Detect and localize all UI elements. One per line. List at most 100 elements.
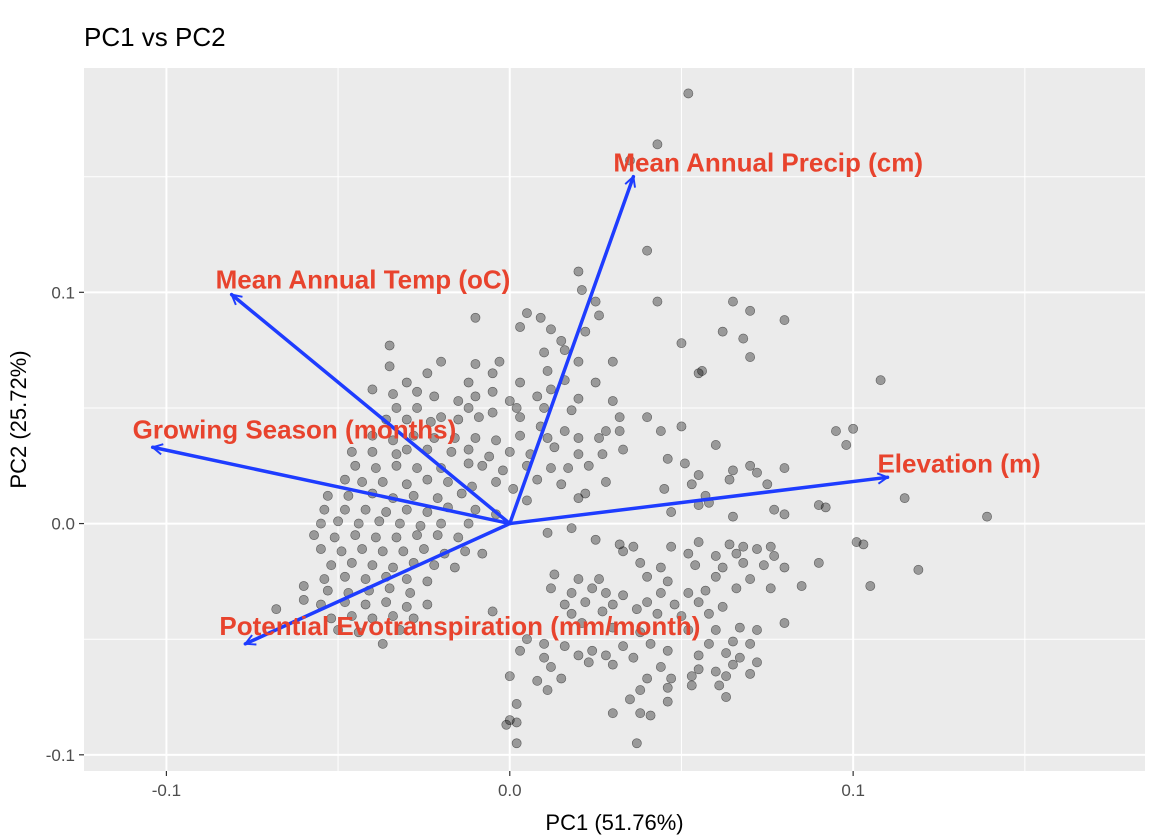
data-point bbox=[432, 493, 443, 504]
data-point bbox=[594, 310, 604, 321]
data-point bbox=[625, 155, 635, 166]
data-point bbox=[607, 356, 618, 367]
data-point bbox=[710, 666, 721, 677]
loading-arrow bbox=[508, 177, 634, 526]
data-point bbox=[511, 738, 522, 749]
data-point bbox=[542, 366, 553, 376]
data-point bbox=[384, 340, 395, 351]
data-point bbox=[460, 546, 471, 557]
data-point bbox=[367, 430, 378, 441]
data-point bbox=[377, 477, 388, 487]
data-point bbox=[666, 673, 677, 684]
data-point bbox=[487, 407, 498, 418]
data-point bbox=[412, 530, 422, 541]
y-tick-label: 0.1 bbox=[51, 283, 75, 302]
data-point bbox=[618, 590, 628, 601]
data-point bbox=[752, 625, 762, 635]
data-point bbox=[484, 451, 495, 462]
data-point bbox=[401, 414, 412, 425]
data-point bbox=[546, 324, 556, 335]
data-point bbox=[655, 588, 666, 598]
data-point bbox=[463, 518, 474, 529]
data-point bbox=[693, 650, 704, 661]
data-point bbox=[463, 458, 474, 469]
data-point bbox=[501, 719, 512, 730]
data-point bbox=[333, 516, 343, 527]
data-point bbox=[391, 449, 402, 460]
data-point bbox=[436, 412, 447, 423]
data-point bbox=[693, 470, 704, 480]
data-point bbox=[659, 483, 670, 494]
data-point bbox=[580, 597, 591, 608]
data-point bbox=[367, 560, 378, 571]
data-point bbox=[982, 511, 992, 522]
data-point bbox=[559, 345, 570, 356]
data-point bbox=[563, 463, 574, 473]
data-point bbox=[594, 574, 604, 584]
data-point bbox=[477, 548, 488, 559]
data-point bbox=[398, 546, 409, 557]
loading-label: Growing Season (months) bbox=[133, 414, 457, 444]
data-point bbox=[714, 680, 725, 691]
data-point bbox=[662, 682, 673, 693]
data-point bbox=[601, 650, 611, 661]
data-point bbox=[456, 488, 467, 499]
data-point bbox=[463, 403, 474, 413]
data-point bbox=[535, 312, 546, 323]
data-point bbox=[721, 692, 731, 702]
data-point bbox=[453, 396, 464, 406]
data-point bbox=[357, 477, 368, 487]
data-point bbox=[745, 352, 756, 362]
data-point bbox=[662, 453, 673, 464]
data-point bbox=[601, 426, 611, 436]
data-point bbox=[666, 541, 677, 552]
data-point bbox=[522, 634, 532, 645]
data-point bbox=[504, 446, 515, 457]
data-point bbox=[601, 588, 611, 598]
data-point bbox=[700, 585, 711, 596]
data-point bbox=[635, 685, 646, 695]
data-point bbox=[508, 483, 519, 494]
data-point bbox=[779, 315, 790, 325]
data-point bbox=[590, 296, 601, 307]
data-point bbox=[515, 377, 525, 388]
data-point bbox=[683, 588, 694, 598]
data-point bbox=[412, 386, 422, 397]
data-point bbox=[601, 477, 611, 487]
data-point bbox=[360, 574, 371, 584]
data-point bbox=[401, 444, 412, 455]
data-point bbox=[642, 412, 653, 423]
data-point bbox=[401, 574, 412, 584]
data-point bbox=[367, 613, 378, 624]
data-point bbox=[752, 657, 762, 668]
data-point bbox=[494, 356, 505, 367]
data-point bbox=[367, 384, 378, 395]
data-point bbox=[573, 650, 584, 661]
data-point bbox=[412, 403, 422, 413]
data-point bbox=[769, 504, 780, 515]
data-point bbox=[487, 606, 498, 617]
data-point bbox=[779, 618, 790, 628]
plot-panel bbox=[84, 68, 1145, 771]
data-point bbox=[652, 296, 663, 307]
data-point bbox=[738, 333, 749, 344]
data-point bbox=[704, 638, 714, 649]
data-point bbox=[340, 504, 350, 515]
data-point bbox=[607, 396, 618, 406]
data-point bbox=[309, 530, 319, 541]
data-point bbox=[686, 479, 697, 490]
loading-label: Elevation (m) bbox=[877, 448, 1040, 478]
data-point bbox=[298, 594, 309, 605]
data-point bbox=[779, 509, 790, 520]
data-point bbox=[758, 560, 769, 571]
data-point bbox=[487, 368, 498, 379]
data-point bbox=[710, 625, 721, 635]
data-point bbox=[559, 599, 570, 610]
data-point bbox=[717, 601, 728, 612]
data-point bbox=[391, 403, 402, 413]
data-point bbox=[326, 613, 337, 624]
data-point bbox=[765, 541, 776, 552]
data-point bbox=[642, 571, 653, 582]
data-point bbox=[539, 403, 550, 413]
y-axis-title: PC2 (25.72%) bbox=[6, 350, 31, 488]
